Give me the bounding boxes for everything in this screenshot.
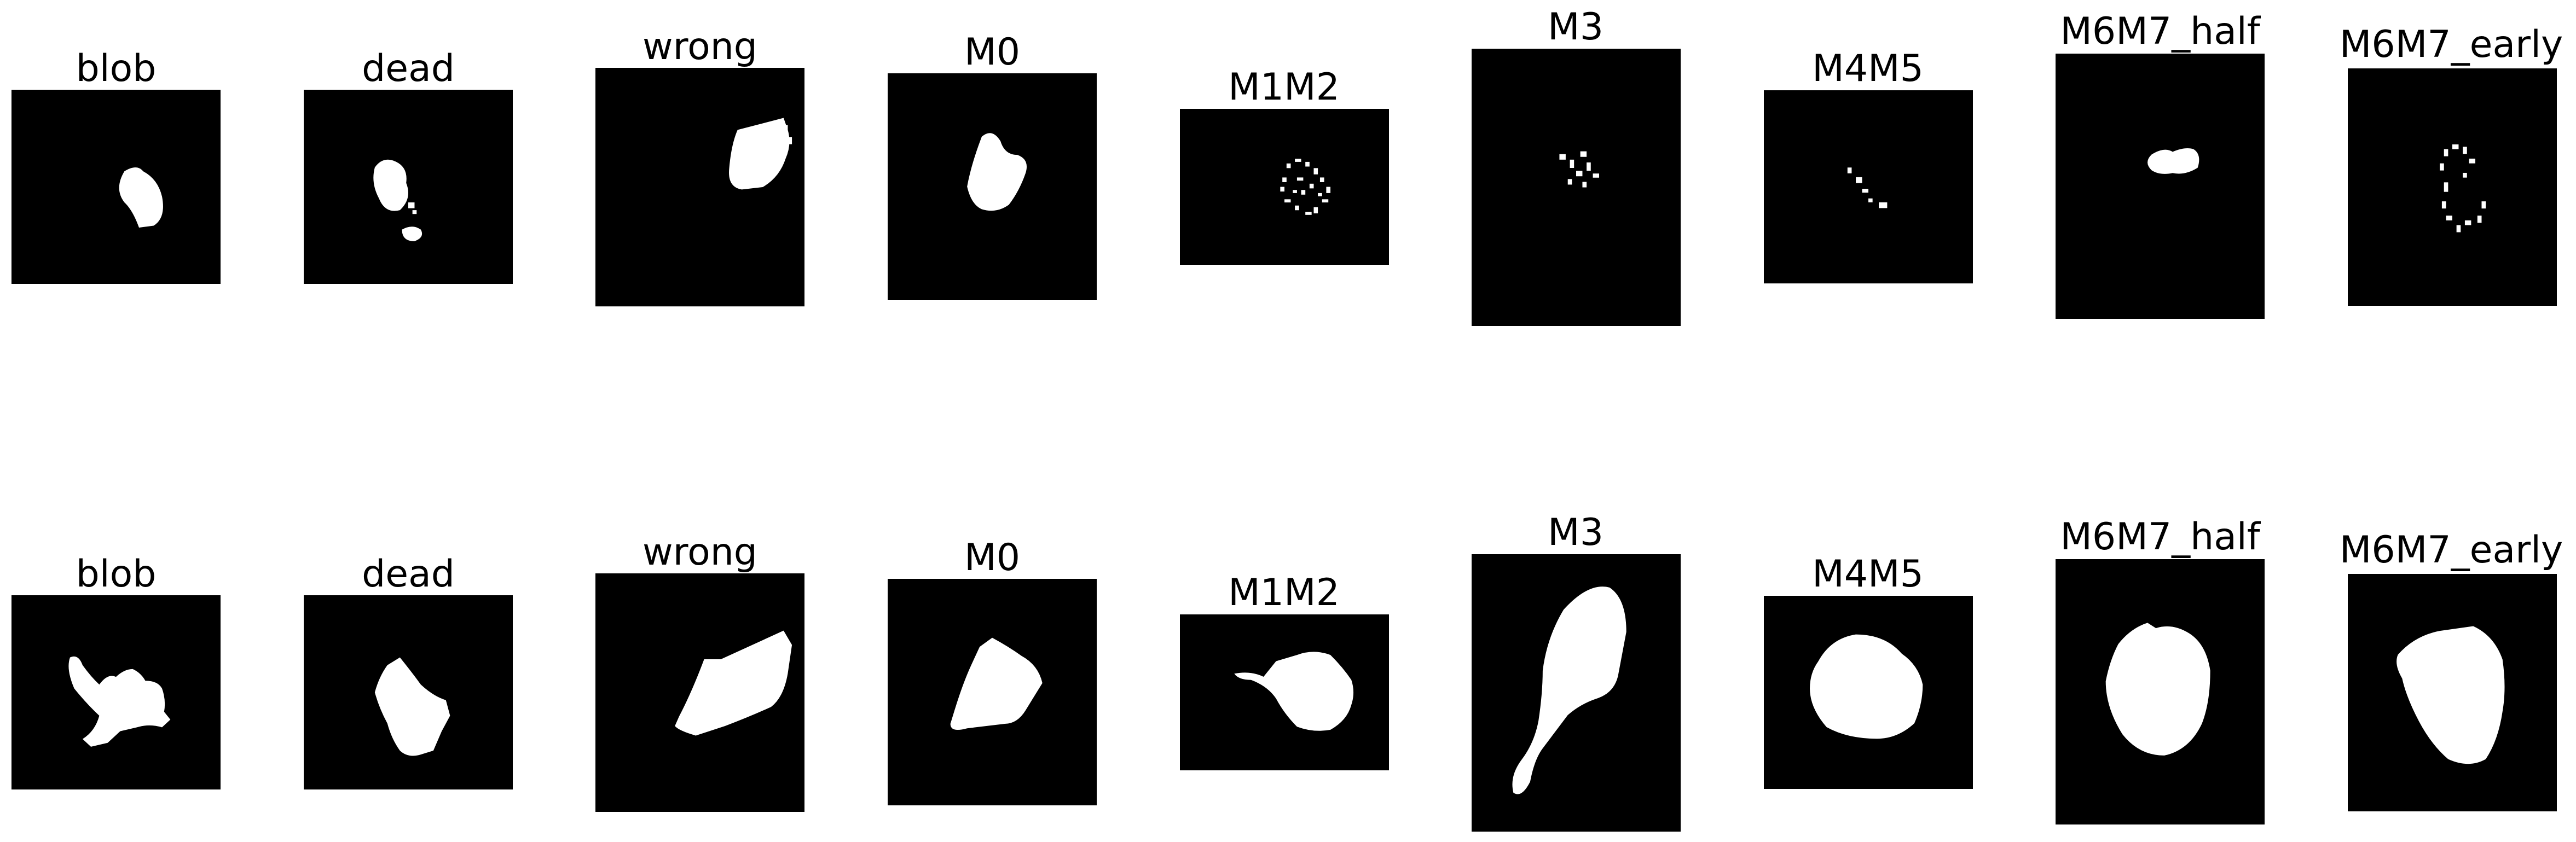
segmentation-mask-image xyxy=(595,68,804,306)
segmentation-mask-image xyxy=(888,73,1097,300)
segmentation-mask-image xyxy=(2056,559,2265,824)
segmentation-mask-image xyxy=(2056,54,2265,319)
segmentation-mask-image xyxy=(1180,614,1389,770)
panel-title: M0 xyxy=(964,31,1020,74)
panel-title: M6M7_half xyxy=(2060,515,2260,559)
segmentation-mask-image xyxy=(2348,68,2557,306)
panel-title: M6M7_early xyxy=(2339,23,2563,66)
panel-title: M1M2 xyxy=(1228,571,1340,614)
segmentation-mask-image xyxy=(1472,554,1681,832)
panel-title: M6M7_half xyxy=(2060,10,2260,53)
panel-title: M3 xyxy=(1548,5,1604,49)
segmentation-mask-image xyxy=(1472,49,1681,326)
segmentation-mask-image xyxy=(888,579,1097,805)
panel-title: blob xyxy=(76,47,157,90)
panel-title: M1M2 xyxy=(1228,66,1340,109)
segmentation-mask-image xyxy=(11,595,221,789)
panel-title: M3 xyxy=(1548,511,1604,554)
panel-title: dead xyxy=(362,47,455,90)
segmentation-mask-image xyxy=(304,90,513,284)
segmentation-mask-image xyxy=(11,90,221,284)
panel-title: blob xyxy=(76,553,157,596)
panel-title: M4M5 xyxy=(1812,47,1924,90)
panel-title: dead xyxy=(362,553,455,596)
segmentation-mask-image xyxy=(1764,596,1973,789)
segmentation-mask-image xyxy=(1764,90,1973,283)
segmentation-mask-image xyxy=(2348,574,2557,811)
segmentation-mask-image xyxy=(595,573,804,812)
segmentation-mask-image xyxy=(304,595,513,789)
panel-title: M4M5 xyxy=(1812,553,1924,596)
panel-title: wrong xyxy=(642,25,757,68)
panel-title: M6M7_early xyxy=(2339,529,2563,572)
segmentation-mask-image xyxy=(1180,109,1389,265)
panel-title: M0 xyxy=(964,536,1020,579)
panel-title: wrong xyxy=(642,531,757,574)
